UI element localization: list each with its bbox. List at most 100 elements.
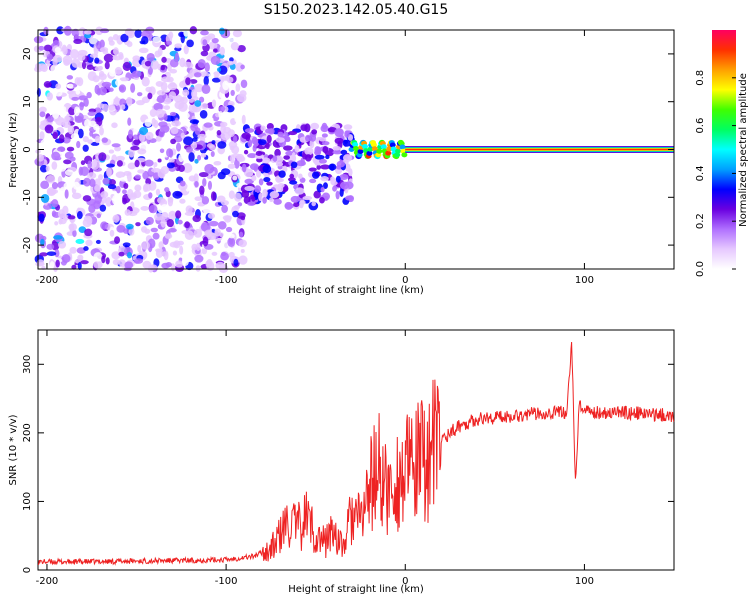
heatmap-blob — [200, 102, 209, 110]
heatmap-blob — [366, 150, 373, 156]
heatmap-blob — [195, 242, 201, 252]
heatmap-blob — [223, 180, 231, 189]
heatmap-blob — [262, 188, 268, 198]
heatmap-blob — [33, 36, 44, 44]
heatmap-blob — [158, 121, 168, 128]
heatmap-blob — [332, 146, 341, 151]
heatmap-blob — [133, 139, 141, 146]
heatmap-blob — [150, 227, 159, 233]
heatmap-blob — [160, 166, 170, 175]
heatmap-blob — [207, 232, 216, 237]
heatmap-blob — [153, 120, 159, 129]
heatmap-blob — [134, 174, 142, 180]
heatmap-blob — [183, 44, 189, 55]
heatmap-blob — [38, 213, 45, 222]
heatmap-blob — [320, 186, 325, 193]
heatmap-blob — [204, 62, 210, 73]
heatmap-blob — [197, 154, 202, 161]
heatmap-blob — [39, 252, 48, 257]
heatmap-blob — [109, 95, 114, 105]
heatmap-blob — [128, 148, 135, 158]
heatmap-blob — [311, 171, 320, 179]
heatmap-blob — [352, 142, 359, 148]
heatmap-blob — [124, 28, 134, 36]
heatmap-blob — [399, 144, 406, 150]
heatmap-blob — [105, 196, 113, 207]
heatmap-blob — [236, 153, 245, 162]
heatmap-blob — [40, 180, 50, 190]
heatmap-blob — [54, 221, 59, 226]
heatmap-blob — [219, 46, 225, 56]
heatmap-blob — [319, 197, 325, 204]
heatmap-blob — [304, 154, 312, 162]
heatmap-blob — [112, 34, 119, 41]
heatmap-blob — [238, 255, 248, 265]
snr-x-tick-label: -100 — [215, 576, 238, 587]
heatmap-blob — [52, 131, 59, 140]
heatmap-blob — [219, 232, 224, 238]
heatmap-blob — [243, 149, 249, 155]
heatmap-blob — [76, 140, 81, 149]
heatmap-blob — [320, 176, 329, 182]
heatmap-blob — [127, 211, 138, 217]
heatmap-blob — [62, 46, 68, 56]
heatmap-blob — [193, 228, 203, 238]
snr-panel: -200 -100 0 100 0 100 200 300 Height of straig… — [8, 329, 675, 595]
spectrogram-y-ticks: -20 -10 0 10 20 — [22, 48, 674, 253]
heatmap-blob — [82, 136, 89, 143]
heatmap-blob — [318, 137, 327, 142]
heatmap-blob — [123, 182, 129, 190]
heatmap-blob — [211, 251, 218, 256]
heatmap-blob — [113, 132, 124, 142]
heatmap-blob — [241, 114, 246, 125]
heatmap-blob — [138, 47, 149, 54]
heatmap-blob — [233, 258, 239, 267]
heatmap-blob — [203, 116, 214, 123]
heatmap-blob — [255, 150, 263, 156]
heatmap-blob — [66, 83, 74, 89]
heatmap-blob — [80, 260, 89, 265]
heatmap-blob — [182, 89, 190, 97]
heatmap-blob — [62, 106, 67, 116]
colorbar-tick-label: 0.2 — [695, 213, 706, 229]
heatmap-blob — [353, 145, 359, 151]
heatmap-blob — [161, 56, 167, 63]
heatmap-blob — [294, 187, 305, 195]
heatmap-blob — [83, 215, 92, 222]
heatmap-blob — [43, 44, 53, 52]
heatmap-blob — [203, 122, 213, 128]
heatmap-blob — [145, 178, 152, 185]
heatmap-blob — [218, 27, 225, 35]
heatmap-blob — [343, 124, 353, 130]
heatmap-blob — [99, 28, 110, 34]
heatmap-blob — [244, 178, 254, 185]
heatmap-blob — [302, 195, 313, 201]
heatmap-blob — [274, 148, 281, 158]
heatmap-blob — [221, 251, 227, 257]
snr-x-ticks: -200 -100 0 100 — [36, 330, 594, 587]
heatmap-blob — [340, 149, 348, 155]
heatmap-blob — [272, 155, 278, 162]
heatmap-blob — [237, 202, 243, 207]
heatmap-blob — [119, 98, 127, 107]
heatmap-blob — [114, 66, 123, 75]
heatmap-blob — [63, 59, 71, 66]
heatmap-blob — [137, 169, 145, 174]
heatmap-blob — [247, 139, 253, 148]
heatmap-blob — [200, 153, 207, 158]
heatmap-blob — [144, 60, 152, 67]
heatmap-blob — [161, 251, 168, 257]
heatmap-blob — [321, 133, 328, 138]
heatmap-blob — [51, 161, 58, 170]
heatmap-blob — [81, 61, 87, 70]
heatmap-blob — [291, 152, 296, 161]
heatmap-blob — [56, 162, 67, 172]
heatmap-blob — [376, 148, 383, 154]
heatmap-blob — [100, 221, 108, 230]
heatmap-blob — [190, 123, 199, 132]
colorbar-label: Normalized spectral amplitude — [738, 73, 749, 227]
heatmap-blob — [161, 211, 169, 220]
heatmap-blob — [71, 28, 80, 37]
heatmap-blob — [241, 163, 247, 173]
heatmap-blob — [262, 164, 272, 174]
